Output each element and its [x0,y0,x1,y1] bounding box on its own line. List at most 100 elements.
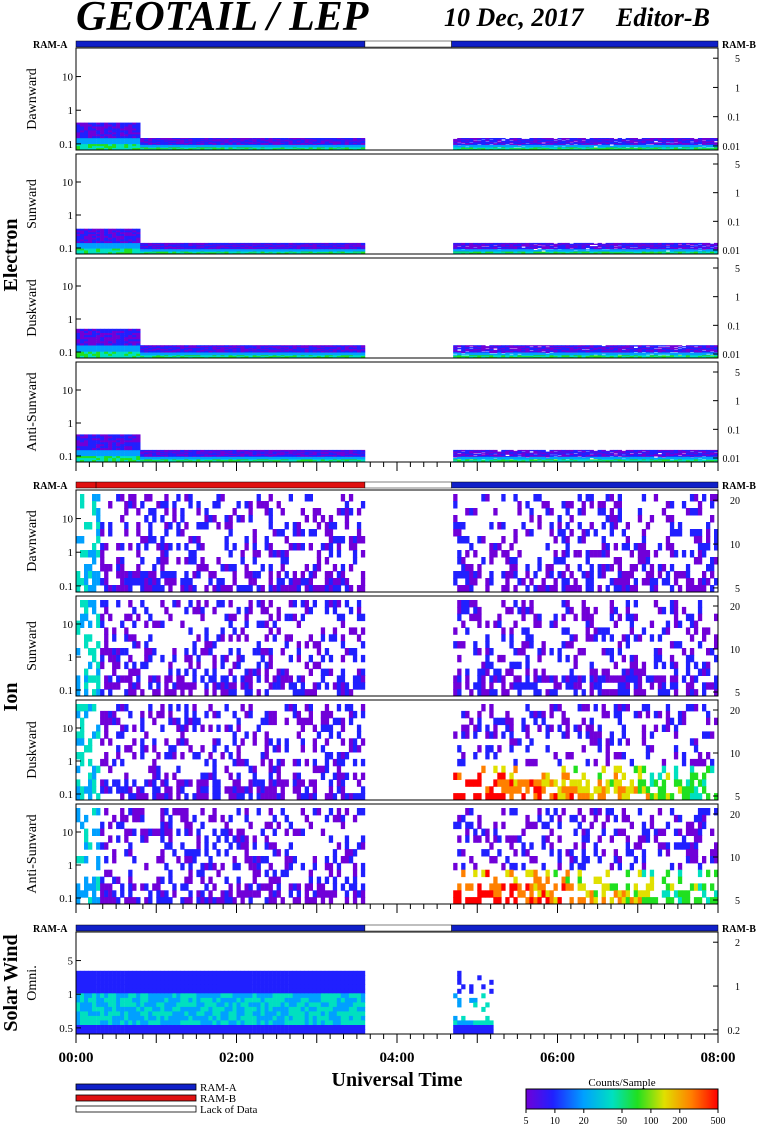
spectrogram-cell [621,143,626,145]
spectrogram-cell [296,139,301,142]
right-tick-label: 0.1 [728,113,741,124]
spectrogram-cell [200,139,205,142]
spectrogram-cell [601,144,606,146]
spectrogram-cell [493,146,498,148]
spectrogram-cell [557,141,562,143]
spectrogram-cell [304,140,309,142]
spectrogram-cell [176,143,181,145]
spectrogram-cell [100,122,105,126]
spectrogram-cell [84,130,89,133]
spectrogram-cell [613,145,618,148]
spectrogram-cell [236,141,241,143]
spectrogram-cell [240,138,245,141]
spectrogram-cell [589,141,594,143]
spectrogram-cell [152,144,157,146]
spectrogram-cell [80,148,85,151]
spectrogram-cell [577,148,582,150]
spectrogram-cell [529,148,534,150]
spectrogram-cell [288,144,293,146]
spectrogram-cell [493,143,498,145]
spectrogram-cell [160,140,165,142]
spectrogram-cell [156,139,161,142]
spectrogram-cell [296,138,301,140]
right-tick-label: 5 [735,54,740,65]
spectrogram-cell [589,140,594,142]
spectrogram-cell [509,142,514,144]
spectrogram-cell [108,130,113,133]
spectrogram-cell [453,140,458,142]
spectrogram-cell [557,139,562,142]
spectrogram-cell [513,142,518,144]
spectrogram-cell [485,141,490,143]
spectrogram-cell [112,124,117,127]
spectrogram-cell [457,138,462,140]
spectrogram-cell [553,246,558,248]
spectrogram-cell [184,147,189,149]
spectrogram-cell [569,138,574,140]
spectrogram-cell [92,132,97,135]
spectrogram-cell [629,142,634,144]
spectrogram-cell [132,126,137,129]
spectrogram-cell [88,126,93,129]
spectrogram-cell [224,144,229,147]
spectrogram-cell [328,148,334,150]
spectrogram-cell [208,147,213,149]
spectrogram-cell [144,144,149,147]
spectrogram-cell [80,144,85,147]
spectrogram-cell [116,134,121,137]
spectrogram-cell [196,148,201,150]
spectrogram-cell [304,145,309,148]
spectrogram-cell [336,142,342,144]
spectrogram-cell [677,246,683,249]
spectrogram-cell [509,148,514,150]
spectrogram-cell [212,143,217,145]
spectrogram-cell [320,143,326,145]
figure-title: GEOTAIL / LEP [76,0,369,40]
spectrogram-cell [192,147,197,149]
spectrogram-cell [104,124,109,127]
spectrogram-cell [589,144,594,147]
spectrogram-cell [633,140,638,142]
spectrogram-cell [585,144,590,146]
spectrogram-cell [453,143,458,145]
spectrogram-cell [176,138,181,140]
spectrogram-cell [112,144,117,147]
spectrogram-cell [569,144,574,147]
spectrogram-cell [324,146,330,148]
spectrogram-cell [629,146,634,148]
spectrogram-cell [356,144,362,147]
spectrogram-cell [252,142,257,144]
spectrogram-cell [609,145,614,148]
spectrogram-cell [292,143,297,145]
spectrogram-cell [104,138,109,141]
spectrogram-cell [88,134,93,137]
spectrogram-cell [160,141,165,143]
spectrogram-cell [613,245,618,247]
spectrogram-cell [208,144,213,146]
spectrogram-cell [92,128,97,131]
spectrogram-cell [104,146,109,149]
spectrogram-cell [565,140,570,142]
spectrogram-cell [529,138,534,141]
spectrogram-cell [316,145,322,148]
spectrogram-cell [497,247,502,249]
spectrogram-cell [112,146,117,149]
spectrogram-cell [260,142,265,144]
spectrogram-cell [144,138,149,141]
spectrogram-cell [605,147,610,149]
spectrogram-cell [236,142,241,144]
spectrogram-cell [469,145,474,148]
spectrogram-cell [581,142,586,144]
spectrogram-cell [104,134,109,137]
spectrogram-cell [569,147,574,149]
spectrogram-cell [148,139,153,142]
spectrogram-cell [465,146,470,148]
spectrogram-cell [649,143,655,145]
spectrogram-cell [316,143,322,145]
spectrogram-cell [300,138,305,140]
spectrogram-cell [272,146,277,148]
spectrogram-cell [597,246,602,248]
spectrogram-cell [144,144,149,146]
spectrogram-cell [236,145,241,148]
spectrogram-cell [88,142,93,145]
